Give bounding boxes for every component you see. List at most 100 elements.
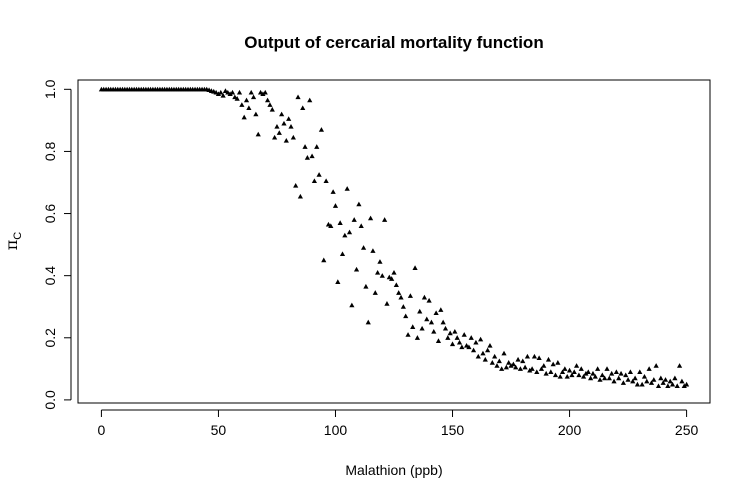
data-point xyxy=(262,89,268,95)
data-point xyxy=(454,335,460,340)
data-point xyxy=(293,182,299,188)
data-point xyxy=(367,215,374,221)
data-point xyxy=(332,203,339,208)
data-point xyxy=(377,259,383,264)
data-point xyxy=(227,91,233,97)
data-point xyxy=(335,279,341,284)
x-tick-label: 0 xyxy=(98,422,106,438)
data-point xyxy=(248,89,254,95)
data-point xyxy=(419,325,425,331)
data-point xyxy=(349,302,355,308)
data-point xyxy=(513,364,519,370)
data-point xyxy=(234,96,240,101)
data-point xyxy=(276,130,282,135)
data-point xyxy=(307,97,313,103)
data-point xyxy=(517,366,523,371)
data-point xyxy=(536,355,542,361)
data-point xyxy=(538,366,545,371)
data-point xyxy=(321,257,327,263)
data-point xyxy=(641,374,648,379)
data-point xyxy=(466,344,472,350)
data-point xyxy=(375,269,381,275)
data-point xyxy=(421,294,428,300)
data-point xyxy=(648,380,655,385)
y-tick-label: 0.4 xyxy=(42,266,58,286)
data-point xyxy=(478,336,484,342)
data-point xyxy=(653,363,659,368)
data-point xyxy=(461,332,467,337)
data-point xyxy=(644,378,650,384)
data-point xyxy=(683,381,690,387)
data-point xyxy=(403,313,409,319)
data-point xyxy=(449,341,456,347)
data-point xyxy=(499,366,505,371)
data-point xyxy=(681,383,687,388)
data-point xyxy=(566,367,573,373)
y-axis-label-symbol: π xyxy=(2,240,21,251)
data-point xyxy=(220,92,226,98)
data-point xyxy=(679,378,685,384)
x-tick-label: 250 xyxy=(675,422,699,438)
data-point xyxy=(318,127,325,132)
data-point xyxy=(660,380,666,385)
data-point xyxy=(342,232,348,238)
data-point xyxy=(606,375,612,381)
svg-text:πC: πC xyxy=(2,232,24,251)
data-point xyxy=(442,325,449,331)
data-point xyxy=(255,131,261,137)
data-point xyxy=(646,366,652,371)
data-point xyxy=(665,383,671,388)
data-point xyxy=(527,367,533,373)
x-tick-label: 150 xyxy=(441,422,465,438)
data-point xyxy=(658,375,664,381)
data-point xyxy=(382,217,388,222)
data-point xyxy=(627,369,634,375)
data-point xyxy=(515,356,521,362)
data-point xyxy=(634,381,641,387)
data-point xyxy=(604,366,610,371)
data-point xyxy=(625,377,631,382)
data-point xyxy=(667,378,673,384)
data-point xyxy=(389,276,395,281)
data-point xyxy=(534,369,540,375)
data-point xyxy=(304,155,310,160)
data-point xyxy=(482,356,488,362)
data-point xyxy=(452,328,458,334)
data-point xyxy=(281,120,287,126)
data-point xyxy=(243,97,250,103)
data-point xyxy=(529,366,535,371)
data-point xyxy=(346,229,353,235)
data-point xyxy=(400,304,406,309)
x-tick-label: 50 xyxy=(211,422,227,438)
x-tick-label: 100 xyxy=(324,422,348,438)
data-point xyxy=(290,134,296,140)
data-point xyxy=(316,172,322,177)
data-point xyxy=(508,363,514,368)
data-point xyxy=(379,273,385,278)
data-point xyxy=(590,370,596,376)
data-point xyxy=(314,144,320,149)
y-tick-label: 0.6 xyxy=(42,204,58,224)
data-point xyxy=(370,248,376,253)
data-point xyxy=(597,377,603,382)
data-point xyxy=(573,363,580,368)
data-point xyxy=(398,294,404,300)
data-point xyxy=(356,201,362,207)
data-point xyxy=(583,370,589,376)
data-point xyxy=(456,339,463,345)
data-point xyxy=(459,344,465,350)
data-point xyxy=(283,137,289,143)
data-point xyxy=(569,372,575,378)
data-point xyxy=(267,102,273,107)
data-point xyxy=(485,347,491,353)
data-point xyxy=(669,381,676,387)
data-point xyxy=(599,372,605,378)
data-point xyxy=(229,89,236,95)
x-axis: 0 50 100 150 200 250 xyxy=(98,409,699,438)
data-point xyxy=(218,89,224,95)
data-point xyxy=(674,383,680,388)
data-point xyxy=(272,134,278,140)
data-point xyxy=(613,369,619,375)
data-point xyxy=(351,217,357,222)
data-point xyxy=(302,144,308,149)
